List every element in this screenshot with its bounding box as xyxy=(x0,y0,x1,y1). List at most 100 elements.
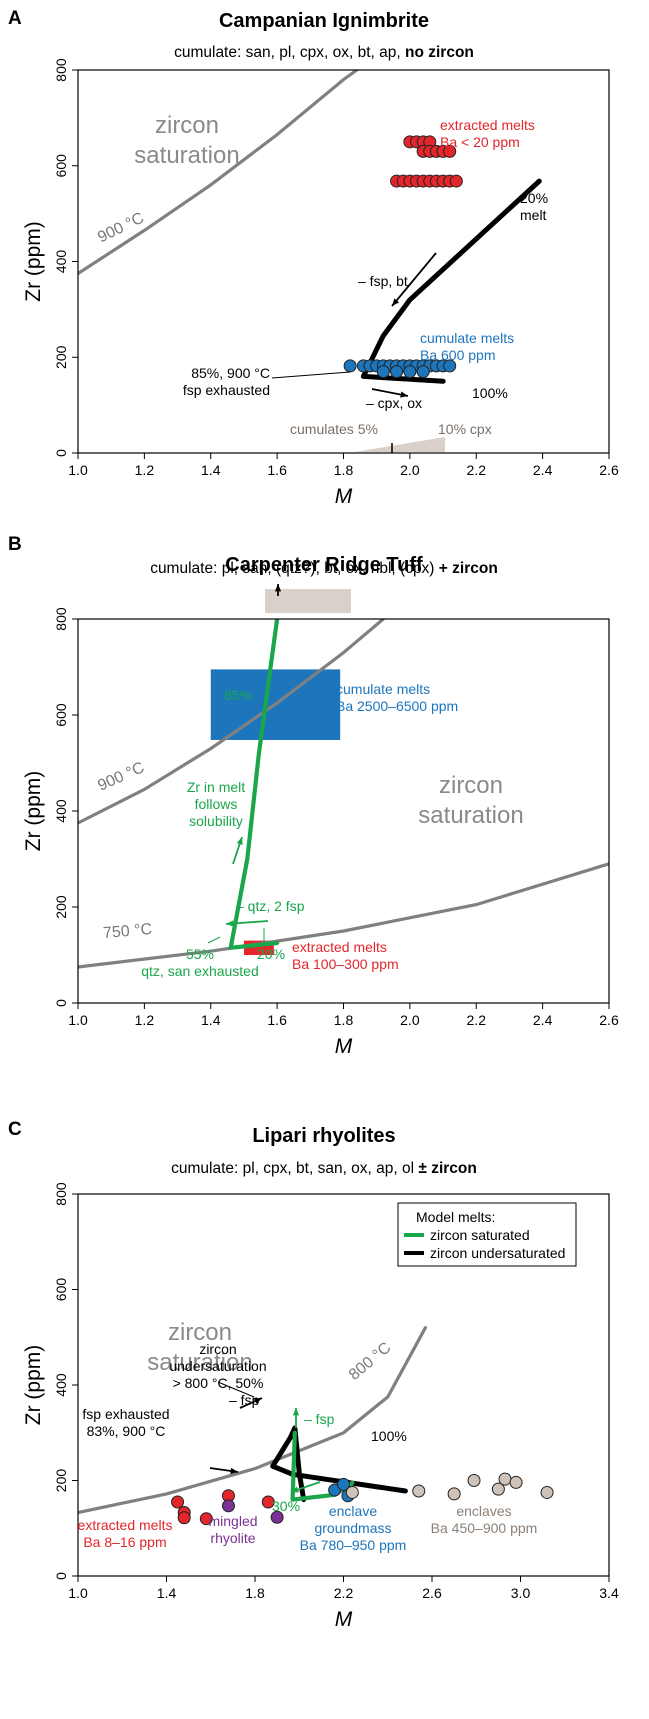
x-tick-label: 2.2 xyxy=(467,462,487,478)
annotation-cumulate: Ba 2500–6500 ppm xyxy=(336,698,458,714)
annotation-extracted: extracted melts xyxy=(440,117,535,133)
arrow-30-head xyxy=(291,1486,299,1493)
annotation-p85: 85% xyxy=(224,687,252,703)
data-point-blue xyxy=(343,359,357,373)
cumulate-band xyxy=(355,437,445,452)
model-path-green xyxy=(228,619,280,950)
saturation-curve xyxy=(78,70,359,276)
y-tick-label: 600 xyxy=(53,703,69,727)
arrow-fsp-bt-head xyxy=(392,298,400,306)
x-tick-label: 2.4 xyxy=(533,1012,553,1028)
annotation-mingled: rhyolite xyxy=(210,1530,255,1546)
y-tick-label: 400 xyxy=(53,250,69,274)
x-tick-label: 1.4 xyxy=(157,1585,177,1601)
annotation-enclavegm: enclave xyxy=(329,1503,377,1519)
data-point-blue xyxy=(403,365,417,379)
zircon-saturation-label: saturation xyxy=(418,802,523,829)
leader-55 xyxy=(207,936,221,944)
data-point-blue xyxy=(337,1477,350,1491)
x-tick-label: 1.6 xyxy=(267,462,287,478)
subtitle-prefix: cumulate: pl, cpx, bt, san, ox, ap, ol xyxy=(171,1160,418,1177)
x-axis-label: M xyxy=(335,485,353,508)
isotherm-label: 900 °C xyxy=(95,210,147,247)
panel-letter: B xyxy=(8,534,22,555)
leader-fsp-exhausted xyxy=(271,371,351,379)
arrow-fsp-bt xyxy=(391,252,437,307)
zircon-saturation-label: zircon xyxy=(155,112,219,139)
annotation-mingled: mingled xyxy=(208,1513,257,1529)
annotation-undersat: undersaturation xyxy=(169,1358,266,1374)
y-tick-label: 0 xyxy=(53,1572,69,1580)
annotation-melt20: melt xyxy=(520,207,547,223)
x-tick-label: 3.4 xyxy=(599,1585,619,1601)
annotation-melt20: 20% xyxy=(520,190,548,206)
x-tick-label: 1.6 xyxy=(267,1012,287,1028)
arrow-cumulates-head xyxy=(274,584,282,592)
annotation-enclaves: enclaves xyxy=(456,1503,511,1519)
chart-subtitle: cumulate: pl, cpx, bt, san, ox, ap, ol ±… xyxy=(171,1160,477,1177)
data-point-beige xyxy=(467,1474,481,1487)
y-tick-label: 600 xyxy=(53,154,69,178)
subtitle-bold: ± zircon xyxy=(418,1160,476,1177)
data-point-blue xyxy=(376,365,390,379)
leader-undersat xyxy=(217,1381,255,1398)
data-point-beige xyxy=(540,1485,554,1499)
annotation-fspex: 85%, 900 °C xyxy=(191,365,270,381)
y-tick-label: 400 xyxy=(53,1373,69,1397)
annotation-fspex: 83%, 900 °C xyxy=(87,1423,166,1439)
annotation-extracted: Ba < 20 ppm xyxy=(440,134,520,150)
annotation-extracted: extracted melts xyxy=(78,1517,173,1533)
annotation-cpxox: – cpx, ox xyxy=(366,395,422,411)
y-tick-label: 400 xyxy=(53,799,69,823)
annotation-p30: 30% xyxy=(272,1498,300,1514)
subtitle-prefix: cumulate: pl, san, (qtz?), bt, ox, hbl, … xyxy=(150,560,439,577)
data-point-beige xyxy=(345,1485,359,1499)
annotation-extracted: Ba 100–300 ppm xyxy=(292,956,399,972)
annotation-enclavegm: Ba 780–950 ppm xyxy=(300,1537,407,1553)
y-tick-label: 800 xyxy=(53,607,69,631)
annotation-p100: 100% xyxy=(371,1428,407,1444)
subtitle-prefix: cumulate: san, pl, cpx, ox, bt, ap, xyxy=(174,44,405,61)
data-point-red xyxy=(177,1511,191,1525)
annotation-p100: 100% xyxy=(472,385,508,401)
zircon-saturation-label: zircon xyxy=(439,772,503,799)
arrow-fsp-green-head xyxy=(292,1408,300,1416)
y-tick-label: 200 xyxy=(53,895,69,919)
annotation-cpx10: 10% cpx xyxy=(438,421,492,437)
y-tick-label: 0 xyxy=(53,999,69,1007)
data-point-blue xyxy=(443,359,457,373)
isotherm-label: 900 °C xyxy=(95,759,147,794)
y-axis-label: Zr (ppm) xyxy=(22,771,45,852)
annotation-fsp2: – fsp xyxy=(304,1411,335,1427)
x-tick-label: 1.2 xyxy=(135,462,155,478)
x-tick-label: 2.2 xyxy=(467,1012,487,1028)
panel-c: C Lipari rhyolites cumulate: pl, cpx, bt, … xyxy=(8,1119,619,1631)
model-path-black xyxy=(360,178,542,384)
plot-area xyxy=(78,70,542,384)
x-tick-label: 2.0 xyxy=(400,462,420,478)
x-tick-label: 2.6 xyxy=(599,462,619,478)
x-tick-label: 1.2 xyxy=(135,1012,155,1028)
x-tick-label: 3.0 xyxy=(511,1585,531,1601)
x-tick-label: 1.8 xyxy=(245,1585,265,1601)
annotation-extracted: Ba 8–16 ppm xyxy=(83,1534,166,1550)
panel-letter: A xyxy=(8,8,22,29)
y-tick-label: 800 xyxy=(53,1182,69,1206)
x-tick-label: 1.8 xyxy=(334,462,354,478)
chart-subtitle: cumulate: san, pl, cpx, ox, bt, ap, no z… xyxy=(174,44,474,61)
data-point-purple xyxy=(221,1499,235,1513)
saturation-curve xyxy=(78,619,385,825)
arrow-qtz-fsp-head xyxy=(226,920,234,927)
x-tick-label: 2.2 xyxy=(334,1585,354,1601)
legend-box xyxy=(397,1202,577,1267)
y-axis-label: Zr (ppm) xyxy=(22,221,45,302)
y-tick-label: 0 xyxy=(53,449,69,457)
x-tick-label: 1.8 xyxy=(334,1012,354,1028)
isotherm-label: 800 °C xyxy=(346,1339,395,1384)
data-point-red xyxy=(261,1495,275,1509)
annotation-fspbt: – fsp, bt xyxy=(358,273,408,289)
y-tick-label: 600 xyxy=(53,1278,69,1302)
x-tick-label: 1.0 xyxy=(68,1585,88,1601)
x-tick-label: 2.4 xyxy=(533,462,553,478)
zircon-saturation-label: saturation xyxy=(147,1349,252,1376)
